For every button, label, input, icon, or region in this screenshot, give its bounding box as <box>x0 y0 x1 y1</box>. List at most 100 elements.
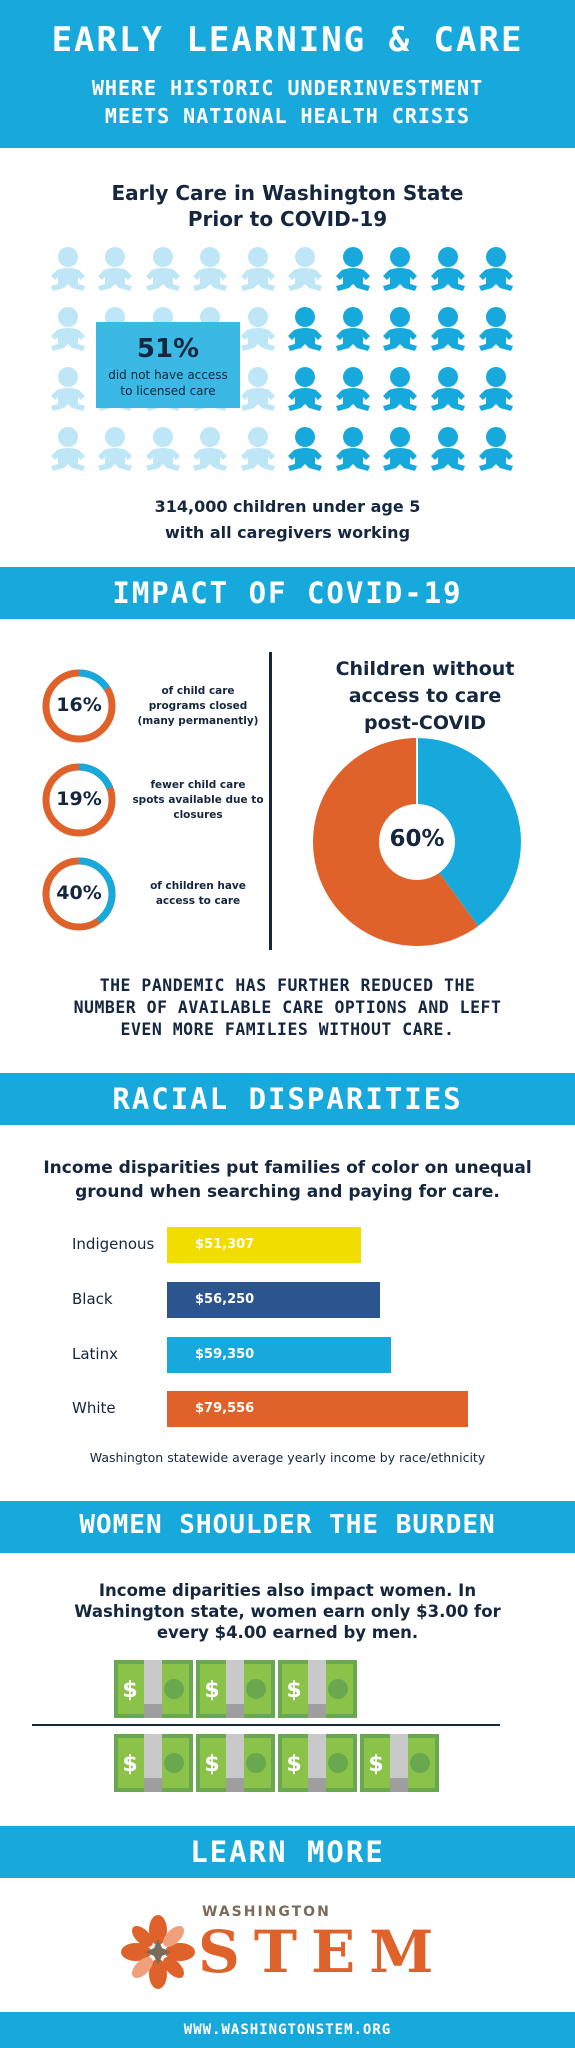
baby-icon <box>241 427 275 471</box>
baby-icon <box>383 247 417 291</box>
early-care-title: Early Care in Washington State Prior to … <box>0 180 575 232</box>
baby-icon <box>241 247 275 291</box>
stat-ring-fill <box>42 857 116 931</box>
dollar-bill-icon: $ <box>278 1660 357 1718</box>
women-banner: WOMEN SHOULDER THE BURDEN <box>0 1501 575 1553</box>
stat-percent: 40% <box>56 882 102 904</box>
stat-ring <box>42 857 116 931</box>
baby-icon <box>479 307 513 351</box>
income-caption: Washington statewide average yearly inco… <box>89 1450 486 1465</box>
baby-icon <box>479 247 513 291</box>
statement-line1: THE PANDEMIC HAS FURTHER REDUCED THE <box>99 976 476 995</box>
children-caption: 314,000 children under age 5 with all ca… <box>0 494 575 546</box>
svg-text:$: $ <box>204 1678 219 1703</box>
baby-icon <box>336 307 370 351</box>
svg-text:$: $ <box>122 1678 137 1703</box>
pie-title-line1: Children without <box>335 658 515 680</box>
baby-icon <box>51 307 85 351</box>
bar-category-label: Indigenous <box>72 1235 155 1253</box>
svg-text:$: $ <box>286 1678 301 1703</box>
baby-icon <box>431 307 465 351</box>
baby-icon <box>51 367 85 411</box>
stat-percent: 19% <box>56 788 102 810</box>
children-caption-line1: 314,000 children under age 5 <box>154 497 421 516</box>
access-callout: 51% did not have access to licensed care <box>96 322 240 408</box>
women-banner-title: WOMEN SHOULDER THE BURDEN <box>79 1510 496 1540</box>
dollar-bill-icon: $ <box>196 1734 275 1792</box>
logo-small-text: WASHINGTON <box>202 1904 331 1920</box>
baby-icon <box>288 427 322 471</box>
earnings-divider <box>32 1724 500 1726</box>
racial-heading-line1: Income disparities put families of color… <box>43 1158 532 1178</box>
pie-title: Children without access to care post-COV… <box>300 656 550 737</box>
footer-url-link[interactable]: WWW.WASHINGTONSTEM.ORG <box>183 2022 392 2038</box>
women-heading-line3: every $4.00 earned by men. <box>156 1623 419 1642</box>
baby-icon <box>479 427 513 471</box>
bar-category-label: Black <box>72 1290 113 1308</box>
covid-banner-title: IMPACT OF COVID-19 <box>112 576 463 610</box>
statement-line3: EVEN MORE FAMILIES WITHOUT CARE. <box>120 1020 455 1039</box>
stat-description: fewer child care spots available due to cl… <box>132 778 264 821</box>
racial-heading-line2: ground when searching and paying for car… <box>75 1182 500 1202</box>
bar-value-label: $59,350 <box>195 1347 255 1362</box>
income-bar: $79,556 <box>167 1391 468 1427</box>
dollar-bill-icon: $ <box>196 1660 275 1718</box>
no-access-donut-chart <box>313 738 521 946</box>
dollar-bill-icon: $ <box>114 1660 193 1718</box>
baby-icon <box>383 307 417 351</box>
stat-ring-fill <box>42 669 116 743</box>
bar-value-label: $51,307 <box>195 1237 255 1252</box>
callout-percent: 51% <box>136 334 200 364</box>
covid-banner: IMPACT OF COVID-19 <box>0 567 575 619</box>
pie-center-label: 60% <box>389 826 445 852</box>
women-heading-line1: Income diparities also impact women. In <box>98 1581 477 1600</box>
pandemic-statement: THE PANDEMIC HAS FURTHER REDUCED THE NUM… <box>0 975 575 1041</box>
baby-icon <box>241 307 275 351</box>
women-heading: Income diparities also impact women. In … <box>0 1580 575 1643</box>
baby-icon <box>241 367 275 411</box>
baby-icon <box>288 247 322 291</box>
baby-icon <box>479 367 513 411</box>
baby-icon <box>146 427 180 471</box>
racial-heading: Income disparities put families of color… <box>0 1156 575 1204</box>
income-bar: $51,307 <box>167 1227 361 1263</box>
dollar-bill-icon: $ <box>114 1734 193 1792</box>
racial-banner: RACIAL DISPARITIES <box>0 1073 575 1125</box>
baby-icon <box>98 427 132 471</box>
income-bar: $56,250 <box>167 1282 380 1318</box>
baby-icon <box>431 427 465 471</box>
svg-text:$: $ <box>286 1752 301 1777</box>
callout-text-line1: did not have access <box>108 368 228 382</box>
baby-icon <box>431 367 465 411</box>
bar-category-label: White <box>72 1399 116 1417</box>
baby-icon <box>336 247 370 291</box>
logo-big-text: STEM <box>198 1918 448 1986</box>
pie-title-line2: access to care <box>348 685 502 707</box>
baby-icon <box>193 427 227 471</box>
baby-icon <box>51 427 85 471</box>
learn-more-title: LEARN MORE <box>190 1835 385 1869</box>
baby-icon <box>288 307 322 351</box>
callout-text-line2: to licensed care <box>120 384 216 398</box>
baby-icon <box>431 247 465 291</box>
dollar-bill-icon: $ <box>278 1734 357 1792</box>
svg-text:$: $ <box>204 1752 219 1777</box>
bar-category-label: Latinx <box>72 1345 118 1363</box>
pie-hole <box>379 804 455 880</box>
baby-icon <box>51 247 85 291</box>
bar-value-label: $79,556 <box>195 1401 255 1416</box>
section-divider-vertical <box>269 652 272 950</box>
stat-ring <box>42 763 116 837</box>
page-title: EARLY LEARNING & CARE <box>51 20 524 60</box>
children-caption-line2: with all caregivers working <box>164 523 411 542</box>
early-care-title-line2: Prior to COVID-19 <box>187 207 388 231</box>
page-subtitle-line2: MEETS NATIONAL HEALTH CRISIS <box>104 104 471 128</box>
early-care-title-line1: Early Care in Washington State <box>111 181 464 205</box>
header-banner: EARLY LEARNING & CARE WHERE HISTORIC UND… <box>0 0 575 148</box>
stat-description: of child care programs closed (many perman… <box>137 684 259 727</box>
baby-icon <box>383 427 417 471</box>
baby-icon <box>98 247 132 291</box>
racial-banner-title: RACIAL DISPARITIES <box>112 1082 463 1116</box>
baby-icon <box>383 367 417 411</box>
svg-text:$: $ <box>122 1752 137 1777</box>
